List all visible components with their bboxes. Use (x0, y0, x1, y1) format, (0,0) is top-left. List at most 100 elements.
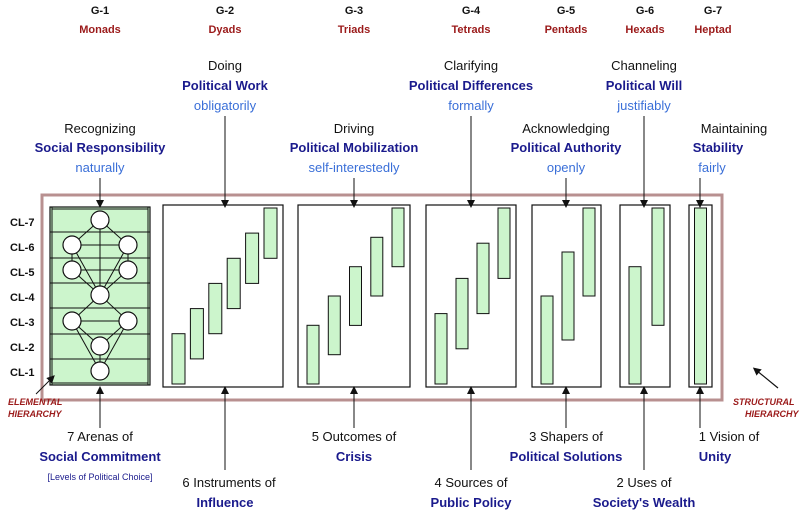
bottom-concept-6: Society's Wealth (593, 495, 696, 510)
monad-node (90, 210, 110, 230)
bottom-label-5: 3 Shapers of (529, 429, 603, 444)
stair-bar (263, 207, 278, 259)
group-id-2: G-2 (216, 5, 234, 17)
adverb-1: naturally (75, 160, 125, 175)
adverb-5: openly (547, 160, 586, 175)
monad-grid (49, 206, 151, 386)
stair-bar (391, 207, 405, 268)
level-labels: CL-7 CL-6 CL-5 CL-4 CL-3 CL-2 CL-1 (10, 217, 35, 379)
stair-bar (434, 313, 448, 385)
stair-bar (327, 295, 341, 356)
bottom-concept-4: Public Policy (431, 495, 513, 510)
elemental-arrow (35, 375, 55, 395)
level-label: CL-1 (10, 367, 34, 379)
stair-bar (694, 207, 707, 385)
group-name-6: Hexads (625, 24, 664, 36)
structural-frame (40, 193, 724, 402)
level-label: CL-2 (10, 342, 34, 354)
adverb-4: formally (448, 98, 494, 113)
bottom-label-6: 2 Uses of (617, 475, 672, 490)
stair-bar (349, 266, 362, 326)
concept-2: Political Work (182, 78, 268, 93)
bottom-label-2: 6 Instruments of (182, 475, 276, 490)
verb-3: Driving (334, 121, 374, 136)
lower-labels-high: 7 Arenas of Social Commitment [Levels of… (39, 429, 759, 482)
stair-bar (226, 257, 241, 310)
group-id-3: G-3 (345, 5, 363, 17)
bottom-concept-1: Social Commitment (39, 449, 161, 464)
structural-arrow (752, 367, 779, 389)
bottom-concept-5: Political Solutions (510, 449, 623, 464)
stair-bar (497, 207, 511, 279)
adverb-6: justifiably (616, 98, 671, 113)
stair-bar (306, 324, 320, 385)
level-label: CL-5 (10, 267, 34, 279)
group-name-1: Monads (79, 24, 121, 36)
stair-bar (540, 295, 554, 385)
stair-bar (651, 207, 665, 326)
adverb-7: fairly (698, 160, 726, 175)
concept-5: Political Authority (511, 140, 623, 155)
group-name-5: Pentads (545, 24, 588, 36)
verb-4: Clarifying (444, 58, 498, 73)
group-id-7: G-7 (704, 5, 722, 17)
bottom-label-4: 4 Sources of (435, 475, 508, 490)
concept-7: Stability (693, 140, 744, 155)
bottom-concept-2: Influence (196, 495, 253, 510)
monad-node (90, 285, 110, 305)
group-name-3: Triads (338, 24, 370, 36)
stair-bar (582, 207, 596, 297)
verb-2: Doing (208, 58, 242, 73)
stair-bar (561, 251, 575, 341)
stair-bar (628, 266, 642, 385)
upper-labels-high: Doing Political Work obligatorily Clarif… (182, 58, 682, 113)
stair-bar (189, 308, 204, 360)
monad-node (90, 361, 110, 381)
group-id-4: G-4 (462, 5, 481, 17)
group-boxes (162, 204, 713, 388)
group-name-4: Tetrads (452, 24, 491, 36)
monad-node (118, 235, 138, 255)
monad-node (62, 235, 82, 255)
elemental-label-1: ELEMENTAL (8, 397, 62, 407)
group-id-5: G-5 (557, 5, 575, 17)
group-id-6: G-6 (636, 5, 654, 17)
group-id-1: G-1 (91, 5, 109, 17)
group-name-7: Heptad (694, 24, 731, 36)
adverb-3: self-interestedly (308, 160, 400, 175)
monad-node (118, 260, 138, 280)
bottom-label-3: 5 Outcomes of (312, 429, 397, 444)
monad-node (62, 260, 82, 280)
concept-6: Political Will (606, 78, 682, 93)
stair-bar (208, 282, 223, 335)
group-name-2: Dyads (208, 24, 241, 36)
stair-bar (476, 242, 490, 315)
verb-5: Acknowledging (522, 121, 609, 136)
stair-bar (370, 236, 384, 297)
bottom-label-1: 7 Arenas of (67, 429, 133, 444)
lower-labels-low: 6 Instruments of Influence 4 Sources of … (182, 475, 695, 510)
bottom-arrows (96, 386, 704, 470)
level-label: CL-3 (10, 317, 34, 329)
stair-bar (245, 232, 260, 284)
bottom-label-7: 1 Vision of (699, 429, 760, 444)
elemental-hierarchy-label: ELEMENTAL HIERARCHY (8, 375, 63, 419)
adverb-2: obligatorily (194, 98, 257, 113)
concept-3: Political Mobilization (290, 140, 419, 155)
verb-1: Recognizing (64, 121, 136, 136)
elemental-label-2: HIERARCHY (8, 409, 63, 419)
verb-6: Channeling (611, 58, 677, 73)
structural-hierarchy-label: STRUCTURAL HIERARCHY (733, 367, 800, 419)
concept-4: Political Differences (409, 78, 533, 93)
top-arrows (96, 116, 704, 208)
upper-labels-low: Recognizing Social Responsibility natura… (35, 121, 768, 175)
level-label: CL-6 (10, 242, 34, 254)
bottom-concept-7: Unity (699, 449, 732, 464)
monad-node (62, 311, 82, 331)
concept-1: Social Responsibility (35, 140, 167, 155)
stair-bar (455, 277, 469, 350)
bottom-concept-3: Crisis (336, 449, 372, 464)
monad-node (90, 336, 110, 356)
structural-label-2: HIERARCHY (745, 409, 800, 419)
